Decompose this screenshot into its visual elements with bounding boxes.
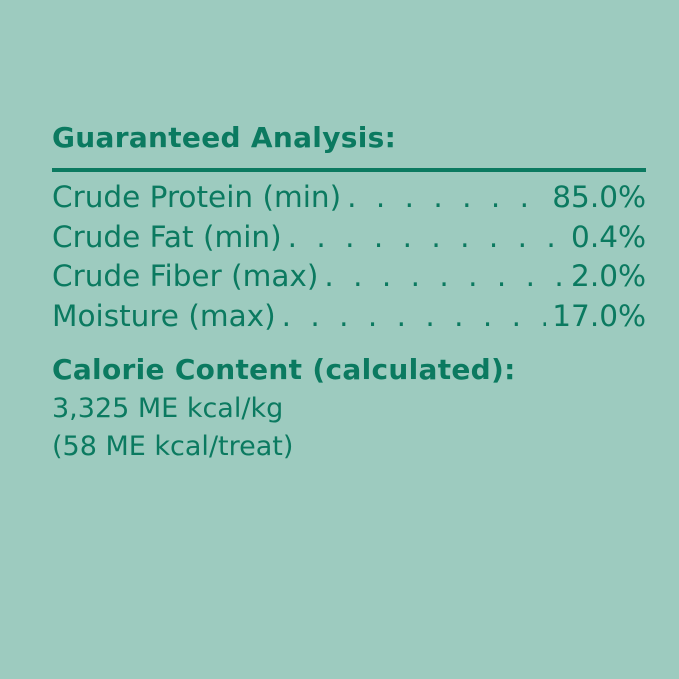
- analysis-row: Moisture (max) . . . . . . . . . . . . .…: [52, 297, 646, 337]
- row-label: Crude Fiber (max): [52, 259, 319, 293]
- guaranteed-analysis-heading: Guaranteed Analysis:: [52, 121, 397, 154]
- leader-dots: . . . . . . . . . . . . . . . . . . . . …: [281, 298, 547, 333]
- row-label: Moisture (max): [52, 298, 276, 333]
- analysis-row: Crude Fiber (max) . . . . . . . . . . . …: [52, 257, 646, 297]
- nutrition-panel: Guaranteed Analysis: Crude Protein (min)…: [52, 118, 646, 466]
- calorie-per-treat: (58 ME kcal/treat): [52, 431, 294, 462]
- analysis-row: Crude Fat (min) . . . . . . . . . . . . …: [52, 218, 646, 258]
- heading-divider: [52, 168, 646, 172]
- row-label: Crude Fat (min): [52, 219, 282, 254]
- leader-dots: . . . . . . . . . . . . . . . . . . . . …: [324, 259, 565, 293]
- row-value: 0.4%: [571, 219, 646, 254]
- calorie-per-kg: 3,325 ME kcal/kg: [52, 393, 284, 424]
- calorie-content-heading: Calorie Content (calculated):: [52, 353, 516, 386]
- leader-dots: . . . . . . . . . . . . . . . . . . . . …: [347, 180, 546, 214]
- leader-dots: . . . . . . . . . . . . . . . . . . . . …: [287, 219, 565, 254]
- analysis-row: Crude Protein (min) . . . . . . . . . . …: [52, 178, 646, 218]
- row-label: Crude Protein (min): [52, 180, 342, 214]
- row-value: 17.0%: [552, 298, 646, 333]
- row-value: 2.0%: [571, 259, 646, 293]
- row-value: 85.0%: [552, 180, 646, 214]
